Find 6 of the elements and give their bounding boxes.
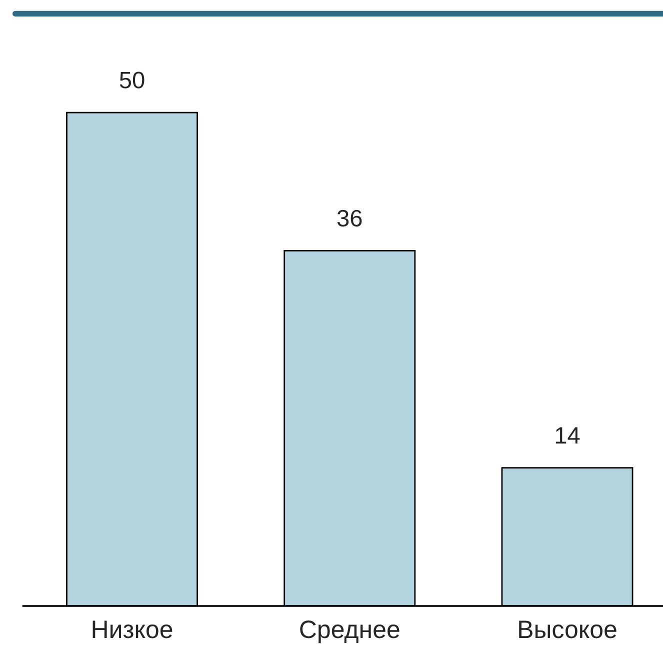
data-label: 14 — [556, 427, 580, 444]
x-tick-label: Низкое — [92, 620, 172, 638]
x-tick-label: Высокое — [519, 620, 616, 638]
data-label: 36 — [337, 210, 362, 227]
x-tick-label: Среднее — [300, 620, 400, 644]
data-label: 50 — [120, 72, 144, 88]
